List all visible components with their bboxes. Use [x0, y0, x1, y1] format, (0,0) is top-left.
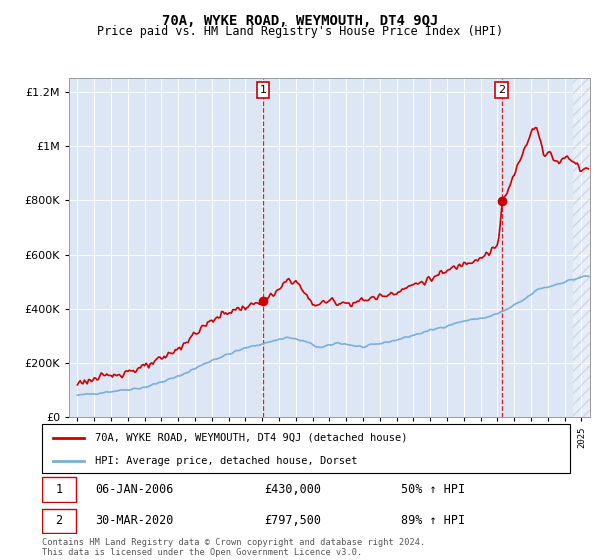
Text: 2: 2: [498, 85, 505, 95]
Text: 70A, WYKE ROAD, WEYMOUTH, DT4 9QJ (detached house): 70A, WYKE ROAD, WEYMOUTH, DT4 9QJ (detac…: [95, 433, 407, 443]
Text: HPI: Average price, detached house, Dorset: HPI: Average price, detached house, Dors…: [95, 456, 358, 466]
Text: 89% ↑ HPI: 89% ↑ HPI: [401, 514, 465, 528]
FancyBboxPatch shape: [42, 424, 570, 473]
Bar: [573, 78, 590, 417]
FancyBboxPatch shape: [42, 508, 76, 533]
Text: Contains HM Land Registry data © Crown copyright and database right 2024.
This d: Contains HM Land Registry data © Crown c…: [42, 538, 425, 557]
Text: 1: 1: [259, 85, 266, 95]
Text: £430,000: £430,000: [264, 483, 321, 496]
Text: 06-JAN-2006: 06-JAN-2006: [95, 483, 173, 496]
Text: 2: 2: [56, 514, 63, 528]
Text: 30-MAR-2020: 30-MAR-2020: [95, 514, 173, 528]
Text: 1: 1: [56, 483, 63, 496]
Text: £797,500: £797,500: [264, 514, 321, 528]
Text: 50% ↑ HPI: 50% ↑ HPI: [401, 483, 465, 496]
Text: Price paid vs. HM Land Registry's House Price Index (HPI): Price paid vs. HM Land Registry's House …: [97, 25, 503, 38]
Text: 70A, WYKE ROAD, WEYMOUTH, DT4 9QJ: 70A, WYKE ROAD, WEYMOUTH, DT4 9QJ: [162, 14, 438, 28]
FancyBboxPatch shape: [42, 477, 76, 502]
